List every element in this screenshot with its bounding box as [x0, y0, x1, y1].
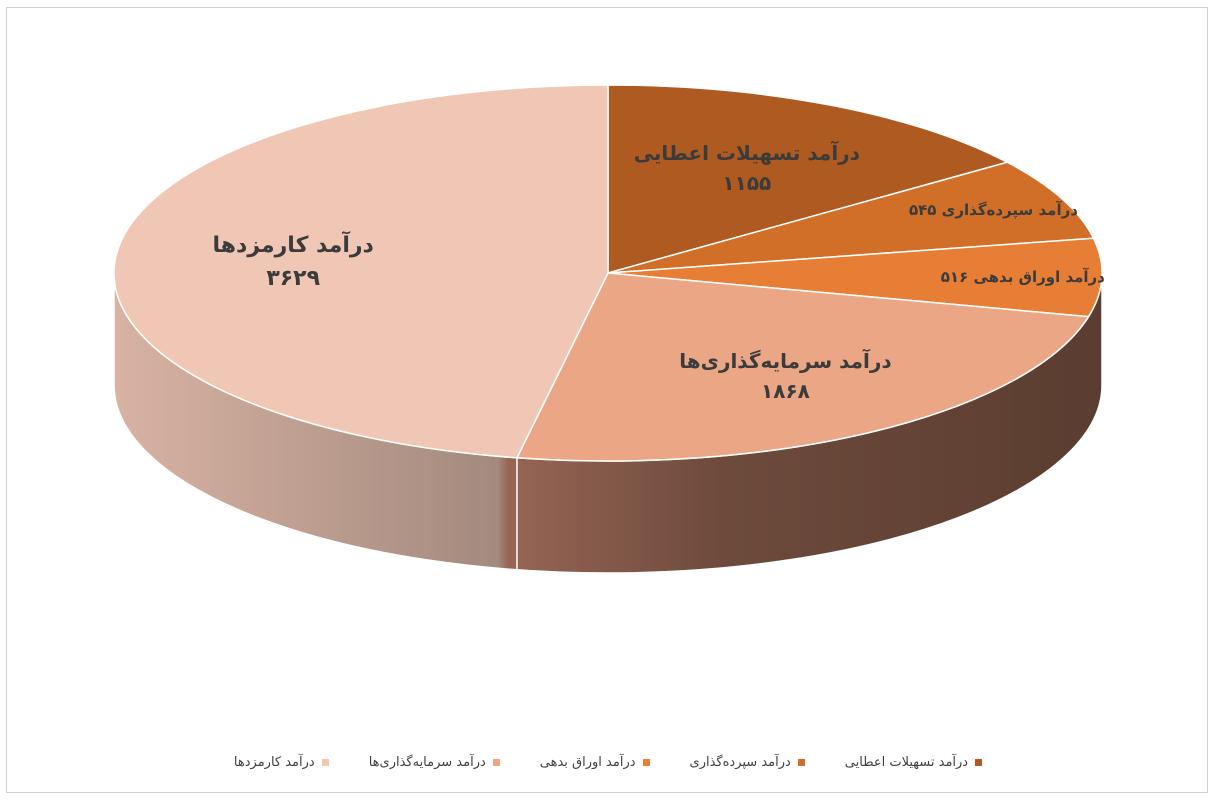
legend-swatch [975, 759, 983, 766]
legend-swatch [492, 759, 500, 766]
slice-deposit-income [607, 161, 1095, 274]
label-bond-income: درآمد اوراق بدهی ۵۱۶ [941, 268, 1105, 286]
legend-label: درآمد سرمایه‌گذاری‌ها [368, 755, 486, 770]
legend-label: درآمد سپرده‌گذاری [689, 755, 791, 770]
legend-item-loan-income: درآمد تسهیلات اعطایی [844, 755, 983, 770]
label-deposit-income: درآمد سپرده‌گذاری ۵۴۵ [909, 201, 1078, 220]
legend-label: درآمد اوراق بدهی [539, 755, 636, 770]
legend-swatch [797, 759, 805, 766]
label-loan-income: درآمد تسهیلات اعطایی ۱۱۵۵ [634, 140, 860, 195]
legend-label: درآمد کارمزدها [233, 755, 315, 770]
legend-item-deposit-income: درآمد سپرده‌گذاری [690, 755, 805, 770]
legend-swatch [642, 759, 650, 766]
slice-loan-income [607, 84, 1008, 274]
label-investment-income: درآمد سرمایه‌گذاری‌ها ۱۸۶۸ [679, 348, 891, 403]
legend-swatch [321, 759, 329, 766]
slice-commission-income [113, 84, 609, 459]
slice-bond-income [607, 237, 1103, 318]
legend: درآمد تسهیلات اعطایی درآمد سپرده‌گذاری د… [0, 755, 1216, 770]
legend-item-bond-income: درآمد اوراق بدهی [540, 755, 650, 770]
legend-item-investment-income: درآمد سرمایه‌گذاری‌ها [369, 755, 500, 770]
label-commission-income: درآمد کارمزدها ۳۶۲۹ [213, 230, 374, 291]
slice-investment-income [516, 272, 1090, 462]
legend-item-commission-income: درآمد کارمزدها [234, 755, 329, 770]
legend-label: درآمد تسهیلات اعطایی [844, 755, 969, 770]
